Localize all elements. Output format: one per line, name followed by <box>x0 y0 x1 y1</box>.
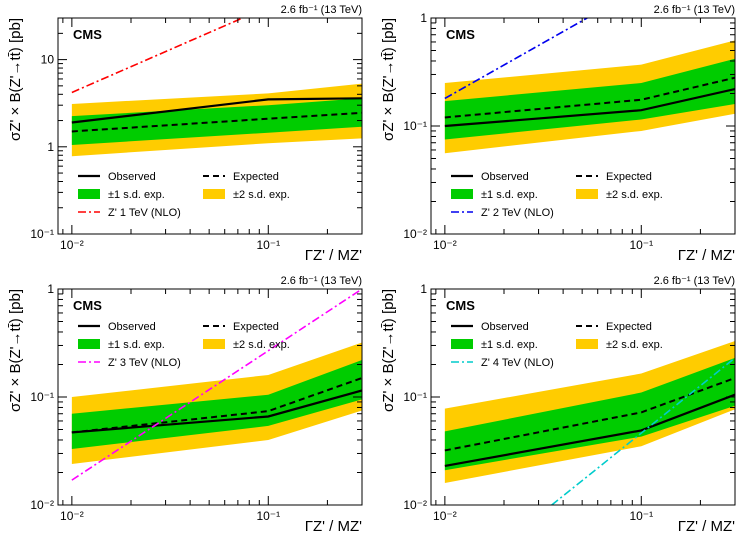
x-axis-title: ΓZ' / MZ' <box>678 247 735 264</box>
cms-label: CMS <box>446 298 475 313</box>
x-tick-label: 10⁻¹ <box>256 238 280 252</box>
cms-label: CMS <box>73 298 102 313</box>
legend: Observed Expected ±1 s.d. exp. ±2 s.d. exp.… <box>78 171 290 219</box>
legend-expected-label: Expected <box>233 171 279 183</box>
plot-area <box>71 289 362 481</box>
plot-area <box>444 18 735 154</box>
y-tick-label: 10⁻² <box>30 498 54 512</box>
lumi-label: 2.6 fb⁻¹ (13 TeV) <box>654 4 735 16</box>
legend-expected-label: Expected <box>233 321 279 333</box>
x-tick-label: 10⁻² <box>60 509 84 523</box>
legend: Observed Expected ±1 s.d. exp. ±2 s.d. exp.… <box>451 171 663 219</box>
expected-limit-line <box>71 111 362 133</box>
x-tick-label: 10⁻² <box>60 238 84 252</box>
y-tick-label: 1 <box>47 140 54 154</box>
y-tick-label: 10⁻¹ <box>403 119 427 133</box>
lumi-label: 2.6 fb⁻¹ (13 TeV) <box>654 275 735 287</box>
legend-band1-swatch <box>78 339 100 349</box>
lumi-label: 2.6 fb⁻¹ (13 TeV) <box>281 275 362 287</box>
observed-limit-line <box>71 389 362 434</box>
y-tick-label: 1 <box>420 11 427 25</box>
y-axis-title: σZ' × B(Z'→tt̄) [pb] <box>380 289 397 412</box>
legend-band2-label: ±2 s.d. exp. <box>233 339 290 351</box>
y-tick-label: 1 <box>47 282 54 296</box>
expected-limit-line <box>444 76 735 119</box>
legend-band2-swatch <box>576 339 598 349</box>
x-axis-title: ΓZ' / MZ' <box>305 247 362 264</box>
x-axis-title: ΓZ' / MZ' <box>678 518 735 535</box>
y-tick-label: 1 <box>420 282 427 296</box>
chart-panel-3: 10⁻² 10⁻¹ 1 10⁻² 10⁻¹ ΓZ' / MZ' σZ' × B(Z'→tt̄… <box>7 275 363 535</box>
legend-band2-swatch <box>576 189 598 199</box>
legend-theory-label: Z' 3 TeV (NLO) <box>108 357 181 369</box>
x-tick-label: 10⁻¹ <box>256 509 280 523</box>
x-tick-label: 10⁻¹ <box>629 509 653 523</box>
plot-area <box>444 341 735 505</box>
theory-curve <box>71 18 243 94</box>
y-tick-label: 10⁻² <box>403 498 427 512</box>
expected-limit-line <box>444 377 735 452</box>
y-axis-title: σZ' × B(Z'→tt̄) [pb] <box>380 18 397 141</box>
y-tick-label: 10⁻² <box>403 227 427 241</box>
legend-theory-label: Z' 2 TeV (NLO) <box>481 207 554 219</box>
axes-frame <box>57 17 363 235</box>
cms-label: CMS <box>446 27 475 42</box>
legend-theory-label: Z' 1 TeV (NLO) <box>108 207 181 219</box>
y-tick-label: 10⁻¹ <box>403 390 427 404</box>
legend-band1-label: ±1 s.d. exp. <box>481 189 538 201</box>
x-axis-title: ΓZ' / MZ' <box>305 518 362 535</box>
expected-limit-line <box>71 377 362 434</box>
legend: Observed Expected ±1 s.d. exp. ±2 s.d. exp.… <box>451 321 663 369</box>
y-axis-title: σZ' × B(Z'→tt̄) [pb] <box>7 289 24 412</box>
plot-area <box>71 18 362 157</box>
observed-limit-line <box>444 393 735 468</box>
chart-panel-2: 10⁻² 10⁻¹ 1 10⁻² 10⁻¹ ΓZ' / MZ' σZ' × B(Z'→tt̄… <box>380 4 736 264</box>
legend-expected-label: Expected <box>606 171 652 183</box>
x-tick-label: 10⁻¹ <box>629 238 653 252</box>
legend-band1-label: ±1 s.d. exp. <box>108 339 165 351</box>
band-1sigma <box>444 357 735 471</box>
legend-band2-label: ±2 s.d. exp. <box>606 189 663 201</box>
y-axis-title: σZ' × B(Z'→tt̄) [pb] <box>7 18 24 141</box>
legend-band2-label: ±2 s.d. exp. <box>606 339 663 351</box>
legend-band1-swatch <box>451 189 473 199</box>
legend: Observed Expected ±1 s.d. exp. ±2 s.d. exp.… <box>78 321 290 369</box>
legend-band1-swatch <box>78 189 100 199</box>
legend-band1-label: ±1 s.d. exp. <box>108 189 165 201</box>
y-tick-label: 10 <box>41 53 55 67</box>
cms-label: CMS <box>73 27 102 42</box>
x-tick-label: 10⁻² <box>433 238 457 252</box>
theory-curve <box>71 289 362 481</box>
observed-limit-line <box>444 87 735 128</box>
legend-band2-swatch <box>203 339 225 349</box>
legend-observed-label: Observed <box>481 321 529 333</box>
chart-panel-4: 10⁻² 10⁻¹ 1 10⁻² 10⁻¹ ΓZ' / MZ' σZ' × B(Z'→tt̄… <box>380 275 736 535</box>
x-tick-label: 10⁻² <box>433 509 457 523</box>
y-tick-label: 10⁻¹ <box>30 390 54 404</box>
theory-curve <box>444 18 588 100</box>
legend-band1-swatch <box>451 339 473 349</box>
legend-band1-label: ±1 s.d. exp. <box>481 339 538 351</box>
chart-panel-1: 10⁻¹ 1 10 10⁻² 10⁻¹ ΓZ' / MZ' σZ' × B(Z'→tt̄) … <box>7 4 363 264</box>
legend-theory-label: Z' 4 TeV (NLO) <box>481 357 554 369</box>
legend-expected-label: Expected <box>606 321 652 333</box>
legend-observed-label: Observed <box>481 171 529 183</box>
legend-observed-label: Observed <box>108 321 156 333</box>
theory-curve <box>551 357 735 505</box>
y-tick-label: 10⁻¹ <box>30 227 54 241</box>
legend-band2-label: ±2 s.d. exp. <box>233 189 290 201</box>
legend-band2-swatch <box>203 189 225 199</box>
legend-observed-label: Observed <box>108 171 156 183</box>
observed-limit-line <box>71 97 362 124</box>
lumi-label: 2.6 fb⁻¹ (13 TeV) <box>281 4 362 16</box>
